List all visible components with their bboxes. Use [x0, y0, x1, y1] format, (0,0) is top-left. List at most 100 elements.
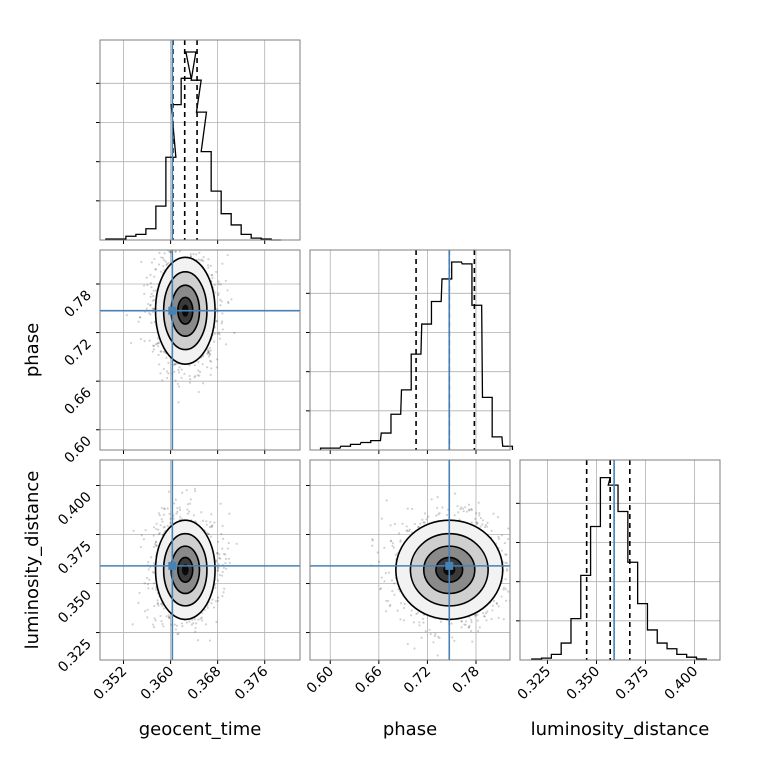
- scatter-point: [143, 582, 146, 585]
- scatter-point: [220, 322, 223, 325]
- scatter-point: [228, 561, 231, 564]
- scatter-point: [193, 487, 196, 490]
- scatter-point: [180, 622, 184, 625]
- scatter-point: [429, 633, 432, 636]
- scatter-point: [474, 517, 477, 520]
- scatter-point: [159, 602, 163, 605]
- scatter-point: [221, 570, 224, 573]
- scatter-point: [173, 502, 176, 505]
- scatter-point: [188, 620, 191, 623]
- scatter-point: [154, 619, 157, 622]
- scatter-point: [154, 544, 158, 547]
- scatter-point: [208, 639, 212, 642]
- scatter-point: [389, 524, 392, 527]
- scatter-point: [470, 618, 473, 622]
- scatter-point: [437, 513, 440, 516]
- scatter-point: [132, 529, 135, 532]
- scatter-point: [504, 553, 507, 556]
- scatter-point: [196, 374, 199, 377]
- scatter-point: [160, 506, 163, 510]
- panel-phase-phase: [306, 249, 514, 454]
- scatter-point: [424, 630, 427, 633]
- scatter-point: [198, 374, 201, 377]
- scatter-point: [165, 615, 168, 618]
- scatter-point: [161, 256, 164, 259]
- scatter-point: [393, 593, 396, 596]
- scatter-point: [194, 630, 197, 633]
- scatter-point: [477, 501, 480, 504]
- scatter-point: [180, 376, 183, 379]
- scatter-point: [165, 370, 169, 373]
- scatter-point: [215, 270, 218, 274]
- panel-geocent_time-geocent_time: [96, 39, 301, 244]
- scatter-point: [425, 518, 428, 521]
- contour-line: [177, 556, 194, 584]
- scatter-point: [149, 282, 152, 285]
- scatter-point: [130, 341, 133, 345]
- scatter-point: [207, 349, 210, 352]
- scatter-point: [435, 514, 438, 517]
- scatter-point: [169, 517, 172, 520]
- scatter-point: [157, 353, 160, 356]
- scatter-point: [453, 514, 456, 517]
- scatter-point: [492, 512, 495, 515]
- scatter-point: [474, 614, 477, 617]
- scatter-point: [389, 540, 392, 543]
- scatter-point: [492, 599, 496, 603]
- scatter-point: [194, 374, 197, 378]
- scatter-point: [162, 350, 166, 354]
- scatter-point: [152, 348, 156, 351]
- scatter-point: [162, 513, 166, 516]
- scatter-point: [438, 512, 441, 515]
- scatter-point: [158, 251, 161, 255]
- scatter-point: [219, 557, 222, 560]
- scatter-point: [159, 524, 162, 527]
- scatter-point: [419, 522, 422, 525]
- scatter-point: [220, 320, 224, 323]
- scatter-point: [215, 559, 218, 562]
- scatter-point: [500, 534, 504, 537]
- panel-luminosity_distance-luminosity_distance: 0.325 0.350 0.375 0.400: [515, 459, 721, 703]
- scatter-point: [221, 312, 224, 315]
- scatter-point: [224, 561, 227, 565]
- scatter-point: [500, 549, 503, 552]
- scatter-point: [179, 515, 182, 518]
- scatter-point: [479, 517, 482, 520]
- scatter-point: [502, 586, 506, 589]
- scatter-point: [217, 292, 220, 295]
- scatter-point: [378, 588, 382, 591]
- scatter-point: [214, 291, 217, 294]
- scatter-point: [468, 624, 471, 627]
- scatter-point: [390, 579, 394, 582]
- scatter-point: [167, 372, 170, 375]
- scatter-point: [188, 374, 191, 378]
- scatter-point: [230, 298, 233, 301]
- scatter-point: [152, 526, 156, 529]
- scatter-point: [149, 304, 152, 307]
- scatter-point: [161, 604, 164, 607]
- scatter-point: [192, 622, 195, 625]
- scatter-point: [206, 264, 210, 267]
- panel-frame: [519, 459, 721, 661]
- scatter-point: [155, 522, 158, 525]
- scatter-point: [470, 508, 474, 512]
- scatter-point: [401, 522, 404, 525]
- scatter-point: [193, 364, 197, 367]
- scatter-point: [418, 624, 421, 627]
- scatter-point: [198, 370, 202, 374]
- scatter-point: [221, 328, 224, 331]
- scatter-point: [208, 353, 211, 356]
- truth-marker: [168, 561, 177, 570]
- scatter-point: [196, 639, 200, 642]
- scatter-point: [221, 262, 224, 265]
- scatter-point: [486, 610, 489, 613]
- scatter-point: [146, 583, 150, 586]
- scatter-point: [143, 610, 147, 613]
- scatter-point: [475, 521, 478, 524]
- scatter-point: [160, 256, 163, 259]
- scatter-point: [388, 604, 391, 608]
- scatter-point: [201, 519, 205, 522]
- scatter-point: [467, 508, 471, 511]
- scatter-point: [226, 300, 230, 304]
- scatter-point: [197, 390, 200, 394]
